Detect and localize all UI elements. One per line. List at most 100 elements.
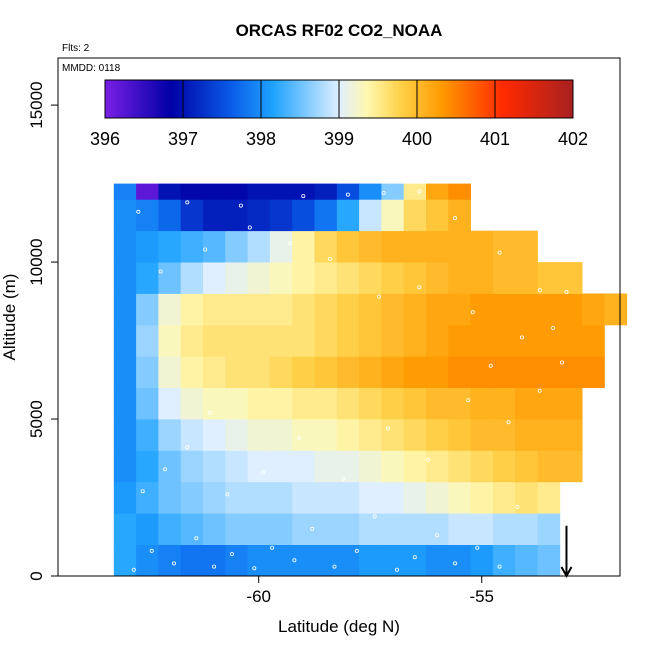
y-tick-label: 10000 — [27, 238, 46, 285]
heatmap-cell — [537, 513, 561, 545]
heatmap-cell — [314, 230, 338, 263]
heatmap-cell — [225, 544, 248, 577]
heatmap-cell — [136, 481, 159, 514]
sample-point — [560, 360, 565, 365]
heatmap-cell — [158, 450, 182, 483]
heatmap-cell — [247, 293, 271, 326]
heatmap-cell — [180, 481, 204, 514]
sample-point — [470, 310, 475, 315]
sample-point — [354, 548, 359, 553]
heatmap-cell — [336, 450, 360, 483]
heatmap-cell — [381, 199, 405, 232]
heatmap-cell — [359, 387, 382, 420]
heatmap-cell — [314, 262, 338, 294]
heatmap-cell — [515, 230, 538, 263]
heatmap-cell — [158, 481, 182, 514]
sample-point — [537, 288, 542, 293]
sample-point — [185, 200, 190, 205]
y-axis: 0 5000 10000 15000 — [27, 81, 58, 581]
heatmap-cell — [426, 293, 449, 326]
heatmap-cell — [180, 450, 204, 483]
heatmap-cell — [403, 356, 427, 388]
sample-point — [270, 545, 275, 550]
heatmap-cell — [247, 324, 271, 357]
heatmap-cell — [314, 419, 338, 451]
colorbar-tick-label: 398 — [246, 129, 276, 149]
heatmap-cell — [247, 356, 271, 388]
sample-point — [582, 288, 587, 293]
heatmap-cell — [136, 387, 159, 420]
sample-point — [466, 398, 471, 403]
heatmap-cell — [537, 262, 561, 294]
sample-point — [328, 256, 333, 261]
heatmap-cell — [225, 262, 248, 294]
heatmap-cell — [113, 513, 137, 545]
heatmap-cell — [582, 356, 605, 388]
sample-point — [435, 533, 440, 538]
heatmap-cell — [247, 513, 271, 545]
heatmap-cell — [113, 356, 137, 388]
heatmap-cell — [158, 387, 182, 420]
heatmap-cell — [359, 419, 382, 451]
heatmap-cell — [225, 230, 248, 263]
heatmap-cell — [136, 513, 159, 545]
heatmap-cell — [515, 324, 538, 357]
heatmap-cell — [470, 262, 494, 294]
sample-point — [377, 294, 382, 299]
heatmap-cell — [537, 293, 561, 326]
heatmap-cell — [136, 544, 159, 577]
heatmap-cell — [403, 481, 427, 514]
heatmap-cell — [582, 324, 605, 357]
heatmap-cell — [292, 513, 315, 545]
heatmap-cell — [292, 356, 315, 388]
heatmap-cell — [448, 183, 471, 200]
heatmap-cell — [381, 544, 405, 577]
heatmap-cell — [225, 293, 248, 326]
heatmap-cell — [448, 356, 471, 388]
heatmap-cell — [492, 450, 516, 483]
heatmap-cell — [292, 450, 315, 483]
heatmap-cell — [136, 356, 159, 388]
heatmap-cell — [470, 293, 494, 326]
sample-point — [238, 203, 243, 208]
heatmap-cell — [381, 293, 405, 326]
heatmap-cell — [359, 544, 382, 577]
heatmap-cell — [314, 324, 338, 357]
heatmap-cell — [537, 387, 561, 420]
heatmap-cell — [470, 356, 494, 388]
heatmap-cell — [359, 324, 382, 357]
heatmap-cell — [314, 450, 338, 483]
heatmap-cell — [292, 419, 315, 451]
heatmap-cell — [269, 419, 293, 451]
heatmap-cell — [515, 387, 538, 420]
heatmap-cell — [314, 183, 338, 200]
heatmap-cell — [113, 544, 137, 577]
sample-point — [296, 435, 301, 440]
heatmap-cell — [381, 387, 405, 420]
heatmap-cell — [359, 450, 382, 483]
sample-point — [417, 285, 422, 290]
heatmap-cell — [203, 513, 226, 545]
heatmap-cell — [203, 481, 226, 514]
heatmap-cell — [492, 419, 516, 451]
sample-point — [519, 335, 524, 340]
heatmap-cell — [247, 481, 271, 514]
heatmap-cell — [336, 481, 360, 514]
heatmap-cell — [292, 199, 315, 232]
heatmap-cell — [426, 183, 449, 200]
heatmap-cell — [314, 387, 338, 420]
heatmap-cell — [292, 293, 315, 326]
heatmap-cell — [269, 230, 293, 263]
sample-point — [564, 289, 569, 294]
sample-point — [252, 566, 257, 571]
heatmap-cell — [314, 199, 338, 232]
heatmap-cell — [403, 199, 427, 232]
sample-point — [332, 564, 337, 569]
heatmap-cell — [203, 183, 226, 200]
heatmap-cell — [403, 450, 427, 483]
sample-point — [185, 445, 190, 450]
heatmap-cell — [203, 199, 226, 232]
heatmap-cell — [559, 356, 583, 388]
heatmap-cell — [448, 544, 471, 577]
